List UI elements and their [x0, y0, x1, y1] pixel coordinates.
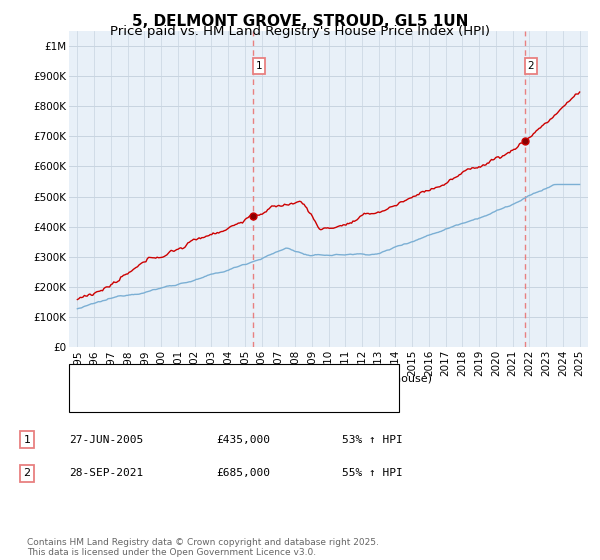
Text: 27-JUN-2005: 27-JUN-2005	[69, 435, 143, 445]
Text: 2: 2	[23, 468, 31, 478]
Text: 5, DELMONT GROVE, STROUD, GL5 1UN (detached house): 5, DELMONT GROVE, STROUD, GL5 1UN (detac…	[108, 374, 432, 383]
Text: £435,000: £435,000	[216, 435, 270, 445]
Text: 28-SEP-2021: 28-SEP-2021	[69, 468, 143, 478]
Text: HPI: Average price, detached house, Stroud: HPI: Average price, detached house, Stro…	[108, 395, 351, 405]
Text: 1: 1	[256, 61, 262, 71]
Text: 55% ↑ HPI: 55% ↑ HPI	[342, 468, 403, 478]
Text: 2: 2	[527, 61, 534, 71]
Text: 1: 1	[23, 435, 31, 445]
Text: Price paid vs. HM Land Registry's House Price Index (HPI): Price paid vs. HM Land Registry's House …	[110, 25, 490, 38]
Text: 5, DELMONT GROVE, STROUD, GL5 1UN: 5, DELMONT GROVE, STROUD, GL5 1UN	[132, 14, 468, 29]
Text: 53% ↑ HPI: 53% ↑ HPI	[342, 435, 403, 445]
Text: Contains HM Land Registry data © Crown copyright and database right 2025.
This d: Contains HM Land Registry data © Crown c…	[27, 538, 379, 557]
Text: £685,000: £685,000	[216, 468, 270, 478]
